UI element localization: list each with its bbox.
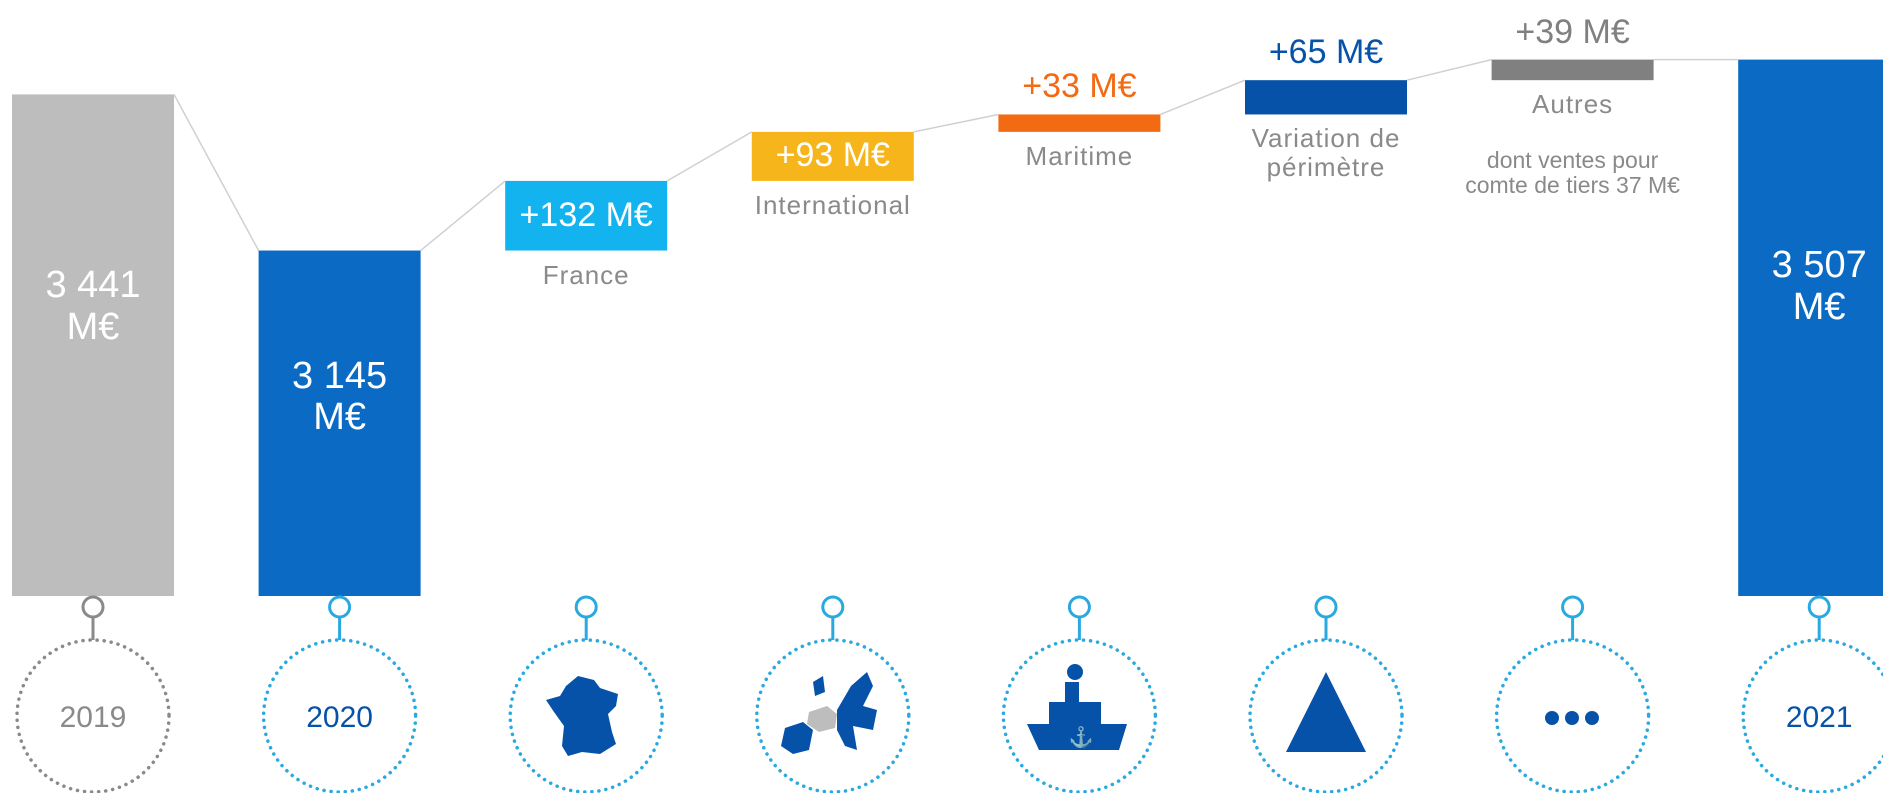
value-label: 3 507 M€ <box>1771 243 1867 328</box>
value-label: 3 145 M€ <box>292 354 388 439</box>
bar <box>1245 80 1407 115</box>
icon-ring <box>1001 638 1158 793</box>
pin <box>1314 595 1338 619</box>
bar <box>258 250 421 596</box>
icon-ring <box>1494 638 1651 793</box>
value-label: +93 M€ <box>775 136 890 175</box>
icon-ring <box>1248 638 1404 793</box>
triangle-icon <box>1286 672 1366 752</box>
value-label: +39 M€ <box>1515 12 1630 51</box>
pin <box>1561 595 1585 619</box>
circle-label: 2021 <box>1786 701 1853 734</box>
icons: ⚓ <box>546 664 1599 756</box>
connector <box>420 180 506 252</box>
category-label: International <box>754 189 911 220</box>
icon-ring <box>261 638 418 793</box>
category-label: Variation de périmètre <box>1251 123 1401 183</box>
icon-ring <box>15 638 171 793</box>
connector <box>913 113 999 133</box>
france-icon <box>546 676 618 756</box>
bar <box>998 114 1161 132</box>
pin <box>81 595 105 619</box>
bar <box>751 131 914 181</box>
category-label: Maritime <box>1025 140 1134 171</box>
icon-ring <box>1741 638 1883 793</box>
connector <box>666 131 753 182</box>
pin <box>1807 595 1831 619</box>
circle-label: 2020 <box>306 701 373 734</box>
connector <box>1406 58 1492 81</box>
connector <box>1160 79 1246 116</box>
pin <box>574 595 598 619</box>
category-label: Autres <box>1532 89 1614 120</box>
bar <box>1491 59 1654 81</box>
value-label: +132 M€ <box>519 195 653 234</box>
circle-label: 2019 <box>60 701 127 734</box>
connector <box>173 94 260 251</box>
pin <box>1067 595 1091 619</box>
dots-icon <box>1545 711 1599 725</box>
bar <box>1738 59 1883 597</box>
ship-icon: ⚓ <box>1027 664 1127 750</box>
value-label: +33 M€ <box>1022 67 1137 106</box>
icon-ring <box>755 638 911 793</box>
icon-ring <box>508 638 664 793</box>
value-label: 3 441 M€ <box>45 264 141 348</box>
category-label: France <box>542 259 630 290</box>
annotation: dont ventes pour comte de tiers 37 M€ <box>1465 147 1680 199</box>
value-label: +65 M€ <box>1268 33 1384 72</box>
bar <box>12 94 174 597</box>
pin <box>821 595 845 619</box>
europe-icon <box>781 672 877 754</box>
svg-text:⚓: ⚓ <box>1069 725 1094 749</box>
bar <box>505 180 668 251</box>
pin <box>328 595 352 619</box>
